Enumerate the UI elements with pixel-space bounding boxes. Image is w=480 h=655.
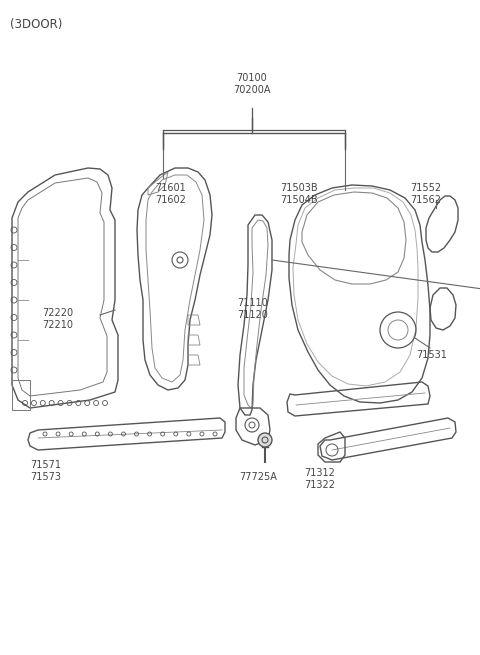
Circle shape [258,433,272,447]
Text: 71110
71120: 71110 71120 [237,298,268,320]
Text: 71571
71573: 71571 71573 [30,460,61,482]
Text: 71601
71602: 71601 71602 [155,183,186,206]
Text: (3DOOR): (3DOOR) [10,18,62,31]
Text: 71312
71322: 71312 71322 [304,468,336,491]
Text: 70100
70200A: 70100 70200A [233,73,271,95]
Text: 72220
72210: 72220 72210 [42,308,73,330]
Text: 71503B
71504B: 71503B 71504B [280,183,318,206]
Text: 77725A: 77725A [239,472,277,482]
Text: 71552
71562: 71552 71562 [410,183,441,206]
Text: 71531: 71531 [416,350,447,360]
